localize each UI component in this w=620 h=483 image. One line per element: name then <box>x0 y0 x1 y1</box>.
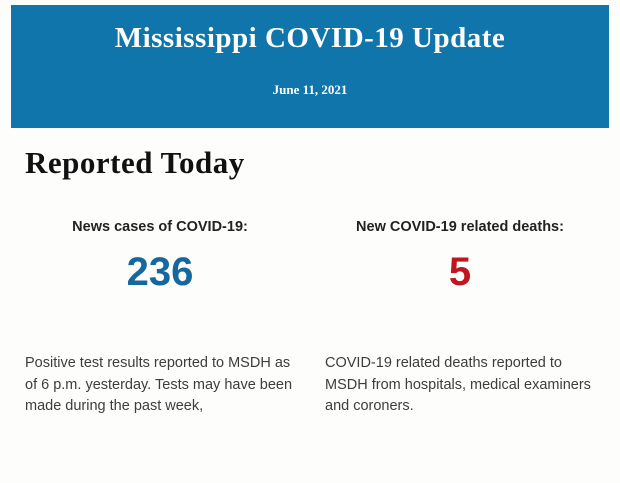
stats-row: News cases of COVID-19: 236 New COVID-19… <box>25 219 595 295</box>
new-cases-label: News cases of COVID-19: <box>72 219 248 235</box>
stat-new-deaths: New COVID-19 related deaths: 5 <box>325 219 595 295</box>
new-deaths-description: COVID-19 related deaths reported to MSDH… <box>325 355 591 414</box>
report-date: June 11, 2021 <box>272 82 348 97</box>
page-title: Mississippi COVID-19 Update <box>114 22 506 54</box>
page: Mississippi COVID-19 Update June 11, 202… <box>0 5 620 483</box>
new-cases-description: Positive test results reported to MSDH a… <box>25 355 293 414</box>
new-cases-value: 236 <box>126 250 194 294</box>
new-deaths-label: New COVID-19 related deaths: <box>356 219 564 235</box>
header-banner: Mississippi COVID-19 Update June 11, 202… <box>11 5 609 128</box>
stat-new-cases: News cases of COVID-19: 236 <box>25 219 295 295</box>
new-deaths-value: 5 <box>448 250 472 294</box>
descriptions-row: Positive test results reported to MSDH a… <box>25 353 595 418</box>
section-title: Reported Today <box>25 145 245 180</box>
main-content: Reported Today News cases of COVID-19: 2… <box>0 128 620 418</box>
